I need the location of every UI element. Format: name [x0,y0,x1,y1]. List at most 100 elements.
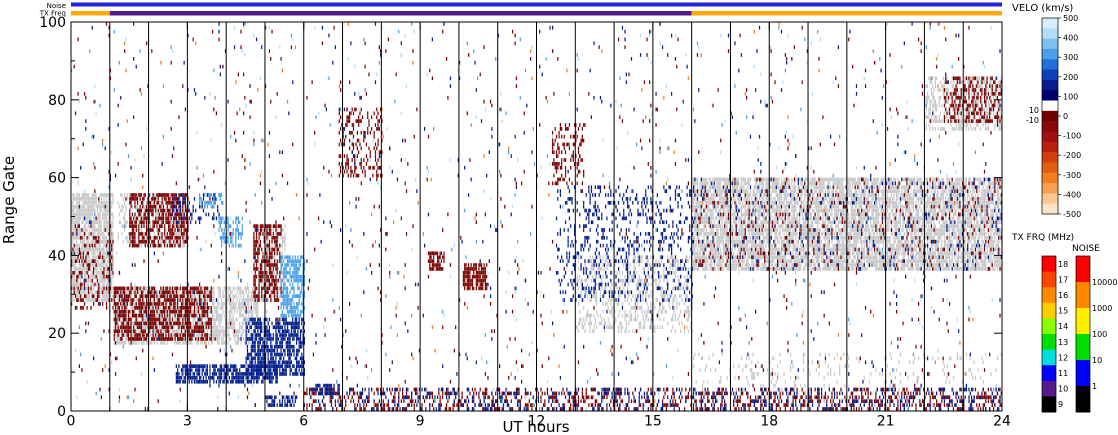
echo-cell [99,239,101,244]
echo-cell [165,309,167,314]
echo-cell [827,177,829,182]
echo-cell [795,235,797,240]
echo-cell [830,177,832,182]
echo-cell [90,298,92,302]
echo-cell [734,263,736,267]
echo-cell [74,278,77,283]
echo-cell [214,317,216,322]
echo-cell [103,282,105,287]
echo-cell [868,251,871,256]
echo-cell [875,208,877,213]
echo-cell [177,309,179,314]
echo-cell [104,294,106,298]
echo-cell [796,251,798,256]
echo-cell [83,251,86,256]
echo-cell [805,255,807,260]
echo-cell [876,220,878,225]
echo-cell [121,302,123,306]
echo-cell [704,212,706,217]
echo-cell [752,189,754,193]
echo-cell [875,263,877,267]
echo-cell [252,309,254,314]
echo-cell [743,212,745,217]
echo-cell [826,263,828,267]
echo-cell [91,282,93,287]
echo-cell [755,193,757,197]
echo-cell [700,255,702,260]
echo-cell [852,185,854,190]
echo-cell [857,267,859,271]
echo-cell [756,255,758,260]
echo-cell [71,243,73,248]
echo-cell [840,259,842,263]
echo-cell [169,204,171,209]
echo-cell [704,259,706,263]
echo-cell [124,193,126,197]
echo-cell [830,232,832,236]
echo-cell [702,228,704,232]
echo-cell [99,290,101,295]
echo-cell [764,267,766,271]
echo-cell [712,216,714,221]
echo-cell [747,247,749,252]
echo-cell [833,216,836,221]
echo-cell [226,313,228,318]
echo-cell [714,255,717,260]
echo-cell [709,185,711,190]
echo-cell [87,235,90,240]
echo-cell [835,189,837,193]
echo-cell [873,259,876,263]
echo-cell [730,200,732,205]
echo-cell [149,329,152,334]
echo-cell [747,189,749,193]
echo-cell [226,305,228,310]
echo-cell [744,204,746,209]
echo-cell [840,181,842,186]
echo-cell [228,337,230,341]
echo-cell [100,290,102,295]
echo-cell [708,177,710,182]
echo-cell [184,290,187,295]
echo-cell [76,216,78,221]
echo-cell [809,235,811,240]
echo-cell [105,294,108,298]
echo-cell [74,216,77,221]
echo-cell [757,189,759,193]
echo-cell [801,200,803,205]
echo-cell [879,181,881,186]
echo-cell [780,243,783,248]
echo-cell [846,220,849,225]
echo-cell [804,185,806,190]
echo-cell [845,208,847,213]
echo-cell [755,255,757,260]
echo-cell [720,200,722,205]
echo-cell [815,204,818,209]
echo-cell [219,305,221,310]
echo-cell [845,243,847,248]
echo-cell [823,263,825,267]
echo-cell [718,255,721,260]
echo-cell [237,286,240,291]
echo-cell [182,340,184,345]
echo-cell [835,220,837,225]
echo-cell [747,181,749,186]
echo-cell [731,263,733,267]
echo-cell [197,340,199,345]
echo-cell [242,302,245,306]
echo-cell [126,317,128,322]
echo-cell [846,267,849,271]
echo-cell [136,228,139,232]
echo-cell [773,259,775,263]
echo-cell [774,232,776,236]
echo-cell [94,220,96,225]
echo-cell [842,212,845,217]
echo-cell [771,185,774,190]
echo-cell [783,193,785,197]
echo-cell [797,220,799,225]
echo-cell [76,208,78,213]
echo-cell [833,255,836,260]
echo-cell [842,251,845,256]
echo-cell [195,290,197,295]
echo-cell [217,286,219,291]
echo-cell [876,232,878,236]
